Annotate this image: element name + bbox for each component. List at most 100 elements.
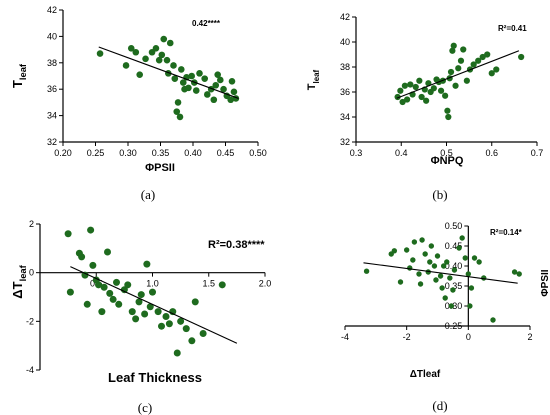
data-point — [135, 298, 143, 306]
data-point — [142, 55, 149, 63]
data-point — [452, 82, 459, 89]
data-point — [437, 87, 445, 94]
data-point — [410, 257, 416, 263]
data-point — [152, 44, 160, 52]
trend-line — [70, 266, 238, 344]
data-point — [488, 70, 495, 77]
y-tick-label: 2 — [29, 219, 34, 229]
data-point — [177, 317, 185, 325]
x-tick-label: 0.20 — [54, 148, 72, 158]
y-axis-title-subscript: leaf — [18, 264, 28, 281]
data-point — [455, 65, 462, 72]
data-point — [471, 255, 478, 261]
data-point — [173, 108, 181, 115]
trend-line — [396, 50, 520, 99]
y-axis-title-subscript: leaf — [312, 69, 321, 83]
x-tick-label: 0.5 — [440, 148, 453, 158]
data-point — [228, 77, 236, 85]
data-point — [427, 259, 433, 265]
data-point — [442, 92, 449, 99]
y-tick-label: 32 — [47, 137, 57, 147]
x-tick-label: 0.6 — [485, 148, 498, 158]
data-point — [407, 81, 414, 88]
data-point — [460, 46, 467, 53]
data-point — [462, 255, 468, 261]
y-tick-label: 38 — [47, 58, 57, 68]
y-tick-label: 32 — [340, 137, 350, 147]
data-point — [96, 50, 104, 57]
data-point — [465, 271, 472, 277]
y-tick-label: 0.35 — [445, 281, 463, 291]
y-axis-title-main: T — [306, 83, 318, 90]
data-point — [87, 226, 95, 234]
y-axis-title: Tleaf — [10, 63, 28, 88]
data-point — [511, 269, 518, 275]
y-tick-label: 42 — [340, 12, 350, 22]
x-tick-label: -2 — [403, 332, 411, 342]
data-point — [422, 251, 428, 257]
data-point — [155, 56, 163, 64]
data-point — [404, 96, 411, 103]
data-point — [64, 230, 72, 238]
data-point — [128, 308, 136, 316]
data-point — [437, 273, 444, 279]
x-axis-title: ΦNPQ — [431, 155, 464, 167]
x-tick-label: 2.0 — [259, 279, 272, 289]
x-axis-title: ΔTleaf — [410, 369, 441, 380]
data-point — [418, 93, 425, 101]
data-point — [162, 312, 170, 320]
data-point — [100, 283, 108, 291]
data-point — [66, 288, 74, 296]
y-tick-label: 40 — [340, 37, 350, 47]
data-point — [173, 349, 181, 357]
y-tick-label: 0.50 — [445, 221, 463, 231]
data-point — [445, 113, 452, 121]
data-point — [416, 77, 423, 84]
data-point — [120, 286, 128, 294]
y-axis-title-main: T — [10, 80, 25, 88]
data-point — [165, 320, 173, 328]
data-point — [412, 83, 419, 91]
y-axis-title-main: ΦPSII — [540, 269, 550, 296]
x-axis-title: ΦPSII — [145, 162, 175, 174]
y-tick-label: 34 — [340, 112, 350, 122]
data-point — [417, 281, 424, 287]
data-point — [158, 51, 166, 59]
data-point — [476, 259, 482, 265]
x-tick-label: 0.30 — [119, 148, 137, 158]
data-point — [154, 308, 162, 316]
data-point — [467, 303, 473, 309]
data-point — [137, 291, 145, 299]
x-axis-title: Leaf Thickness — [108, 370, 202, 385]
y-axis-title: Tleaf — [306, 69, 321, 90]
data-point — [397, 87, 404, 94]
data-point — [450, 287, 456, 293]
data-point — [158, 322, 165, 330]
data-point — [448, 303, 455, 309]
data-point — [394, 93, 401, 101]
data-point — [447, 275, 453, 281]
x-tick-label: 0 — [466, 332, 471, 342]
y-tick-label: -4 — [26, 365, 34, 375]
data-point — [185, 84, 192, 92]
data-point — [122, 62, 130, 69]
data-point — [217, 76, 224, 84]
panel-caption: (c) — [138, 400, 152, 415]
x-tick-label: 0.45 — [217, 148, 235, 158]
data-point — [444, 259, 450, 265]
data-point — [212, 81, 220, 89]
y-axis-title-main: ΔT — [10, 281, 25, 298]
panel-caption: (d) — [432, 398, 447, 413]
y-tick-label: 0.40 — [445, 261, 463, 271]
data-point — [196, 70, 203, 77]
data-point — [214, 71, 221, 78]
data-point — [428, 243, 435, 249]
data-point — [95, 281, 102, 289]
data-point — [160, 35, 168, 43]
panel-d: -4-2020.250.300.350.400.450.50ΦPSIIΔTlea… — [341, 221, 550, 413]
x-tick-label: 0.50 — [249, 148, 267, 158]
data-point — [98, 308, 106, 316]
stat-annotation: R²=0.14* — [490, 228, 523, 237]
